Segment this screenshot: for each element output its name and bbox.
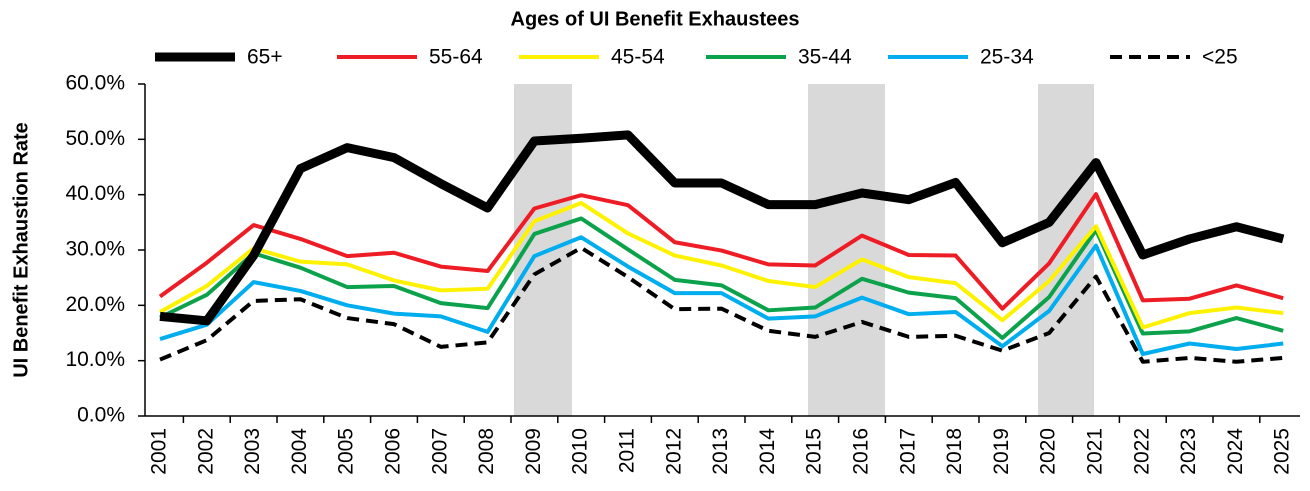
x-tick-label: 2022 <box>1130 428 1153 475</box>
y-tick-label: 60.0% <box>65 72 125 95</box>
legend-label: 45-54 <box>611 46 665 69</box>
recession-shade <box>1038 84 1094 416</box>
x-tick-label: 2016 <box>850 428 873 475</box>
series-line <box>159 235 1284 357</box>
x-tick-label: 2002 <box>194 428 217 475</box>
x-tick-label: 2015 <box>803 428 826 475</box>
x-tick-label: 2011 <box>616 428 639 473</box>
legend-label: 35-44 <box>798 46 852 69</box>
y-tick-label: 50.0% <box>65 127 125 150</box>
series-line <box>158 192 1284 311</box>
x-tick-label: 2024 <box>1224 428 1247 475</box>
y-tick-label: 30.0% <box>65 238 125 261</box>
chart-title: Ages of UI Benefit Exhaustees <box>511 8 800 30</box>
x-tick-label: 2008 <box>475 428 498 475</box>
y-tick-label: 10.0% <box>65 348 125 371</box>
series-line <box>159 200 1284 330</box>
x-tick-label: 2014 <box>756 428 779 475</box>
y-axis-label: UI Benefit Exhaustion Rate <box>10 122 32 378</box>
x-tick-label: 2007 <box>428 428 451 475</box>
x-tick-label: 2023 <box>1177 428 1200 475</box>
x-tick-label: 2006 <box>382 428 405 475</box>
x-tick-label: 2004 <box>288 428 311 475</box>
x-tick-label: 2019 <box>990 428 1013 475</box>
legend-label: 25-34 <box>980 46 1034 69</box>
y-tick-label: 0.0% <box>77 404 125 427</box>
x-tick-label: 2012 <box>662 428 685 475</box>
legend-label: 55-64 <box>429 46 483 69</box>
x-tick-label: 2013 <box>709 428 732 475</box>
x-tick-label: 2009 <box>522 428 545 475</box>
series-line <box>159 245 1284 364</box>
x-tick-label: 2003 <box>241 428 264 475</box>
x-tick-label: 2018 <box>943 428 966 475</box>
x-tick-label: 2020 <box>1037 428 1060 475</box>
x-tick-label: 2005 <box>335 428 358 475</box>
x-tick-label: 2025 <box>1271 428 1294 475</box>
series-line <box>159 130 1285 326</box>
legend-label: <25 <box>1202 46 1238 69</box>
y-tick-label: 40.0% <box>65 182 125 205</box>
x-tick-label: 2017 <box>896 428 919 475</box>
recession-shade <box>808 84 885 416</box>
x-tick-label: 2010 <box>569 428 592 475</box>
x-tick-label: 2021 <box>1084 428 1107 475</box>
legend-label: 65+ <box>247 46 283 69</box>
y-tick-label: 20.0% <box>65 293 125 316</box>
x-tick-label: 2001 <box>148 428 171 475</box>
